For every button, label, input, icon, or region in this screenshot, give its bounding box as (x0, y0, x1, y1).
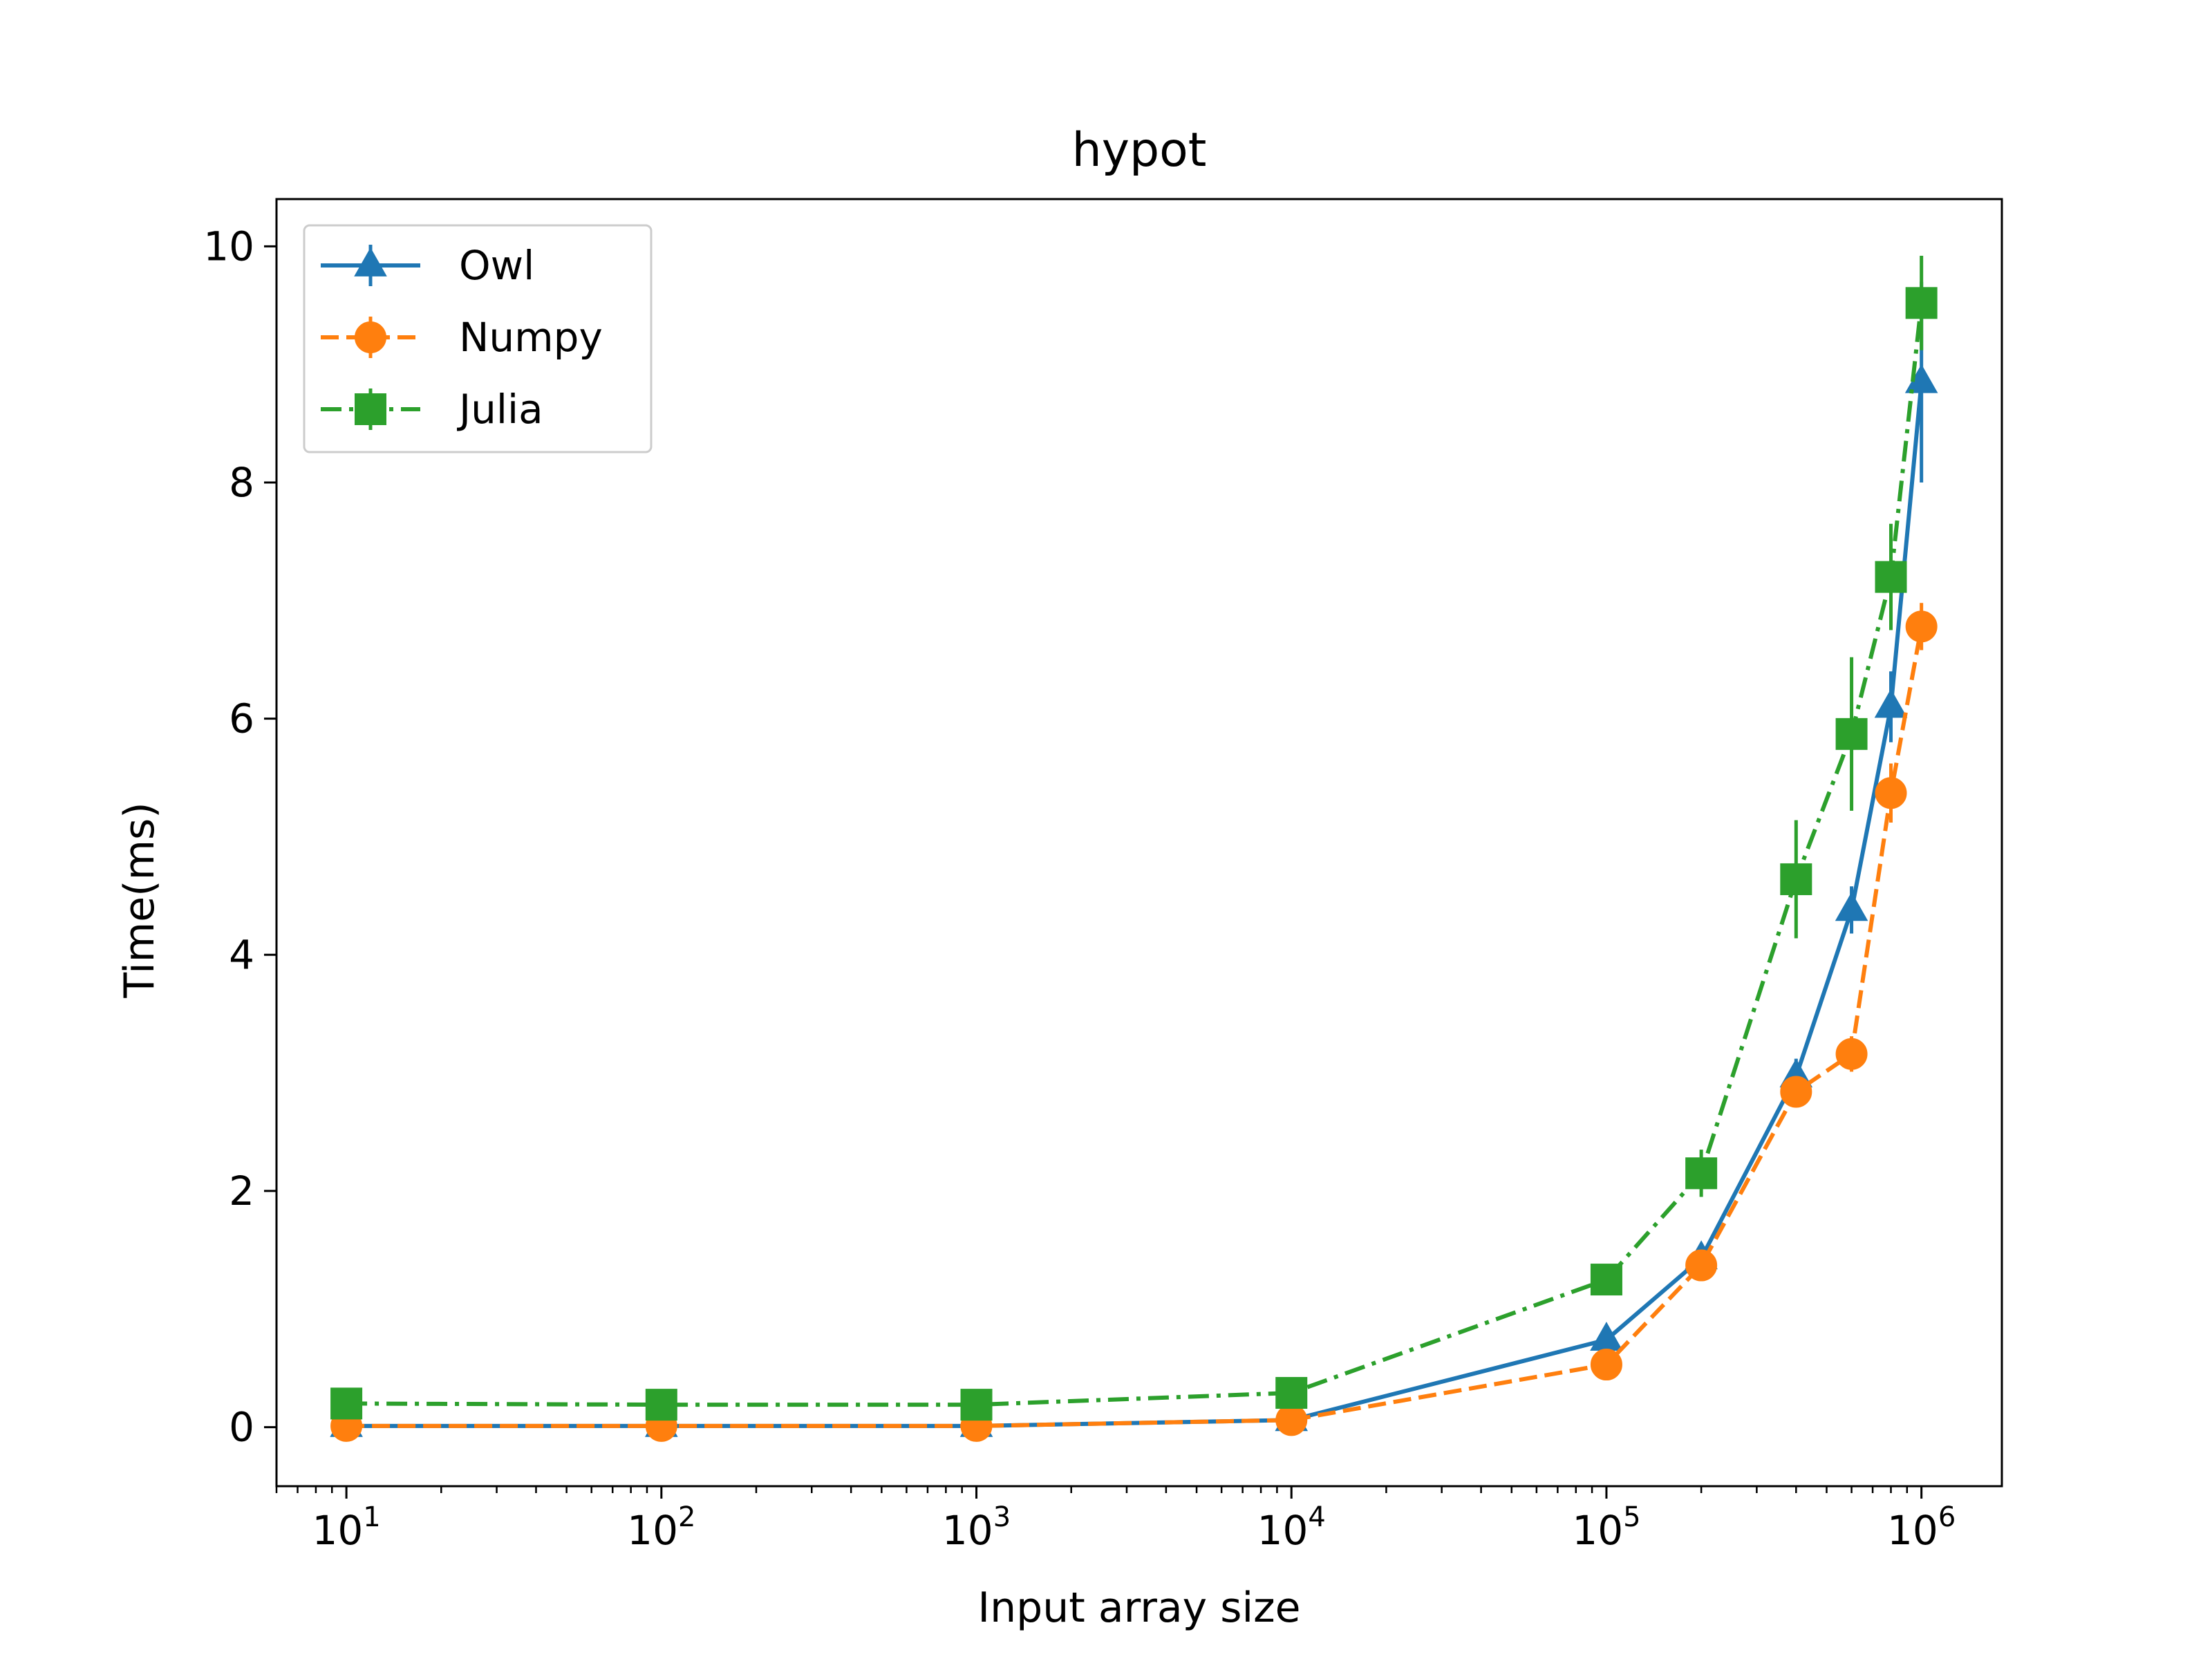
data-point-numpy (1905, 610, 1938, 643)
legend-marker-julia (355, 393, 386, 425)
x-tick-label: 101 (312, 1501, 380, 1554)
series-line-numpy (346, 626, 1924, 1428)
data-point-numpy (1685, 1249, 1718, 1282)
data-point-numpy (1835, 1038, 1868, 1070)
x-tick-label: 104 (1257, 1501, 1326, 1554)
legend-label-julia: Julia (457, 386, 543, 433)
legend-marker-owl (354, 247, 387, 276)
y-tick-label: 10 (203, 223, 254, 270)
series-line-julia (346, 302, 1924, 1407)
y-tick-label: 4 (229, 931, 254, 978)
data-point-julia (645, 1389, 677, 1421)
data-point-julia (1275, 1377, 1308, 1409)
plot-frame (275, 198, 2003, 1488)
x-tick-label: 102 (627, 1501, 695, 1554)
legend: Owl Numpy Julia (303, 224, 653, 453)
data-point-owl (1874, 688, 1908, 718)
data-point-julia (960, 1389, 993, 1421)
data-point-julia (1780, 863, 1812, 895)
legend-frame (303, 224, 653, 453)
x-tick-label: 106 (1887, 1501, 1956, 1554)
data-point-julia (1875, 561, 1907, 593)
x-tick-label: 105 (1572, 1501, 1640, 1554)
data-point-julia (1835, 718, 1868, 750)
legend-marker-numpy (355, 321, 386, 353)
data-point-numpy (1780, 1076, 1812, 1108)
legend-label-owl: Owl (459, 242, 534, 289)
data-point-julia (1685, 1157, 1718, 1190)
y-tick-label: 2 (229, 1168, 254, 1215)
data-point-numpy (1275, 1404, 1308, 1436)
y-tick-label: 0 (229, 1404, 254, 1451)
chart-title: hypot (1072, 123, 1207, 178)
y-axis-label: Time(ms) (115, 802, 164, 998)
y-tick-label: 6 (229, 695, 254, 742)
x-tick-label: 103 (942, 1501, 1011, 1554)
x-axis-label: Input array size (977, 1584, 1300, 1632)
plot-layer: 101 102 103 104 105 106 0 2 4 6 8 10 (203, 198, 2003, 1554)
data-point-julia (1590, 1264, 1622, 1296)
data-point-julia (1905, 287, 1938, 319)
y-tick-label: 8 (229, 459, 254, 506)
legend-label-numpy: Numpy (459, 314, 603, 361)
data-point-julia (330, 1387, 363, 1420)
data-point-owl (1835, 892, 1868, 921)
data-point-numpy (1590, 1349, 1622, 1381)
data-point-numpy (1875, 777, 1907, 809)
